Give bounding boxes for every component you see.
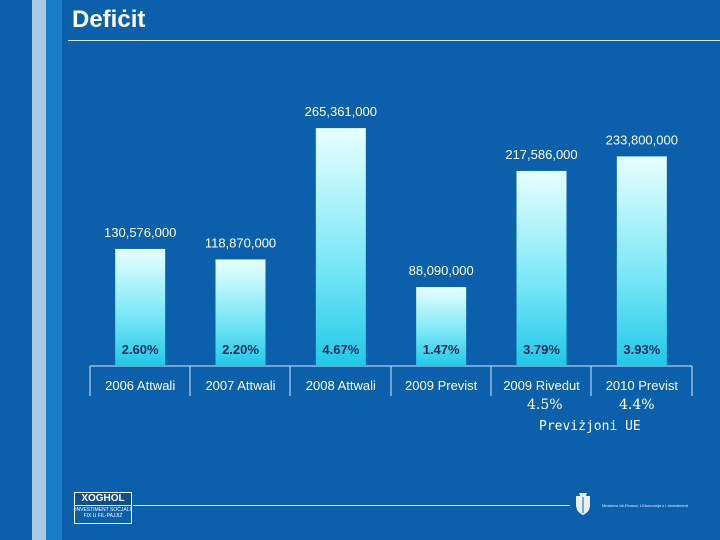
- eu-forecast-2009: 4.5%: [527, 397, 563, 413]
- bar-value-label: 217,586,000: [505, 147, 577, 162]
- logo-sub-text: INVESTIMENT SOĊJALI FIX U FIL-PAJJIŻ: [75, 507, 131, 519]
- category-label: 2010 Previst: [606, 378, 679, 393]
- government-crest-icon: [576, 493, 590, 515]
- category-label: 2008 Attwali: [306, 378, 376, 393]
- bar-value-label: 130,576,000: [104, 225, 176, 240]
- eu-forecast-2010: 4.4%: [619, 397, 655, 413]
- left-decorative-stripe: [32, 0, 46, 540]
- bar-percent-label: 3.93%: [623, 342, 660, 357]
- bar-value-label: 265,361,000: [305, 104, 377, 119]
- bar-6: [616, 156, 667, 366]
- bar-1: [115, 248, 166, 366]
- category-label: 2006 Attwali: [105, 378, 175, 393]
- category-label: 2009 Rivedut: [503, 378, 580, 393]
- footer-divider: [133, 505, 570, 506]
- left-decorative-stripe-inner: [46, 0, 62, 540]
- category-label: 2007 Attwali: [205, 378, 275, 393]
- bar-value-label: 233,800,000: [606, 132, 678, 147]
- ministry-name: Ministeru tal-Finanzi, l-Ekonomija u l-I…: [602, 503, 689, 508]
- eu-forecast-label: Previżjoni UE: [539, 419, 641, 434]
- logo-main-text: XOGHOL: [75, 493, 131, 506]
- bar-5: [516, 170, 567, 366]
- category-label: 2009 Previst: [405, 378, 478, 393]
- bar-value-label: 118,870,000: [205, 235, 276, 250]
- bar-percent-label: 2.60%: [122, 342, 159, 357]
- xoghol-logo: XOGHOL INVESTIMENT SOĊJALI FIX U FIL-PAJ…: [74, 492, 132, 524]
- bar-percent-label: 3.79%: [523, 342, 560, 357]
- bar-value-label: 88,090,000: [409, 263, 474, 278]
- bar-percent-label: 4.67%: [322, 342, 359, 357]
- bar-2: [215, 259, 266, 366]
- bar-percent-label: 2.20%: [222, 342, 259, 357]
- bar-percent-label: 1.47%: [423, 342, 460, 357]
- slide-title: Defiċit: [72, 6, 146, 33]
- bar-3: [315, 128, 366, 366]
- title-divider: [68, 40, 720, 41]
- bar-4: [416, 287, 467, 366]
